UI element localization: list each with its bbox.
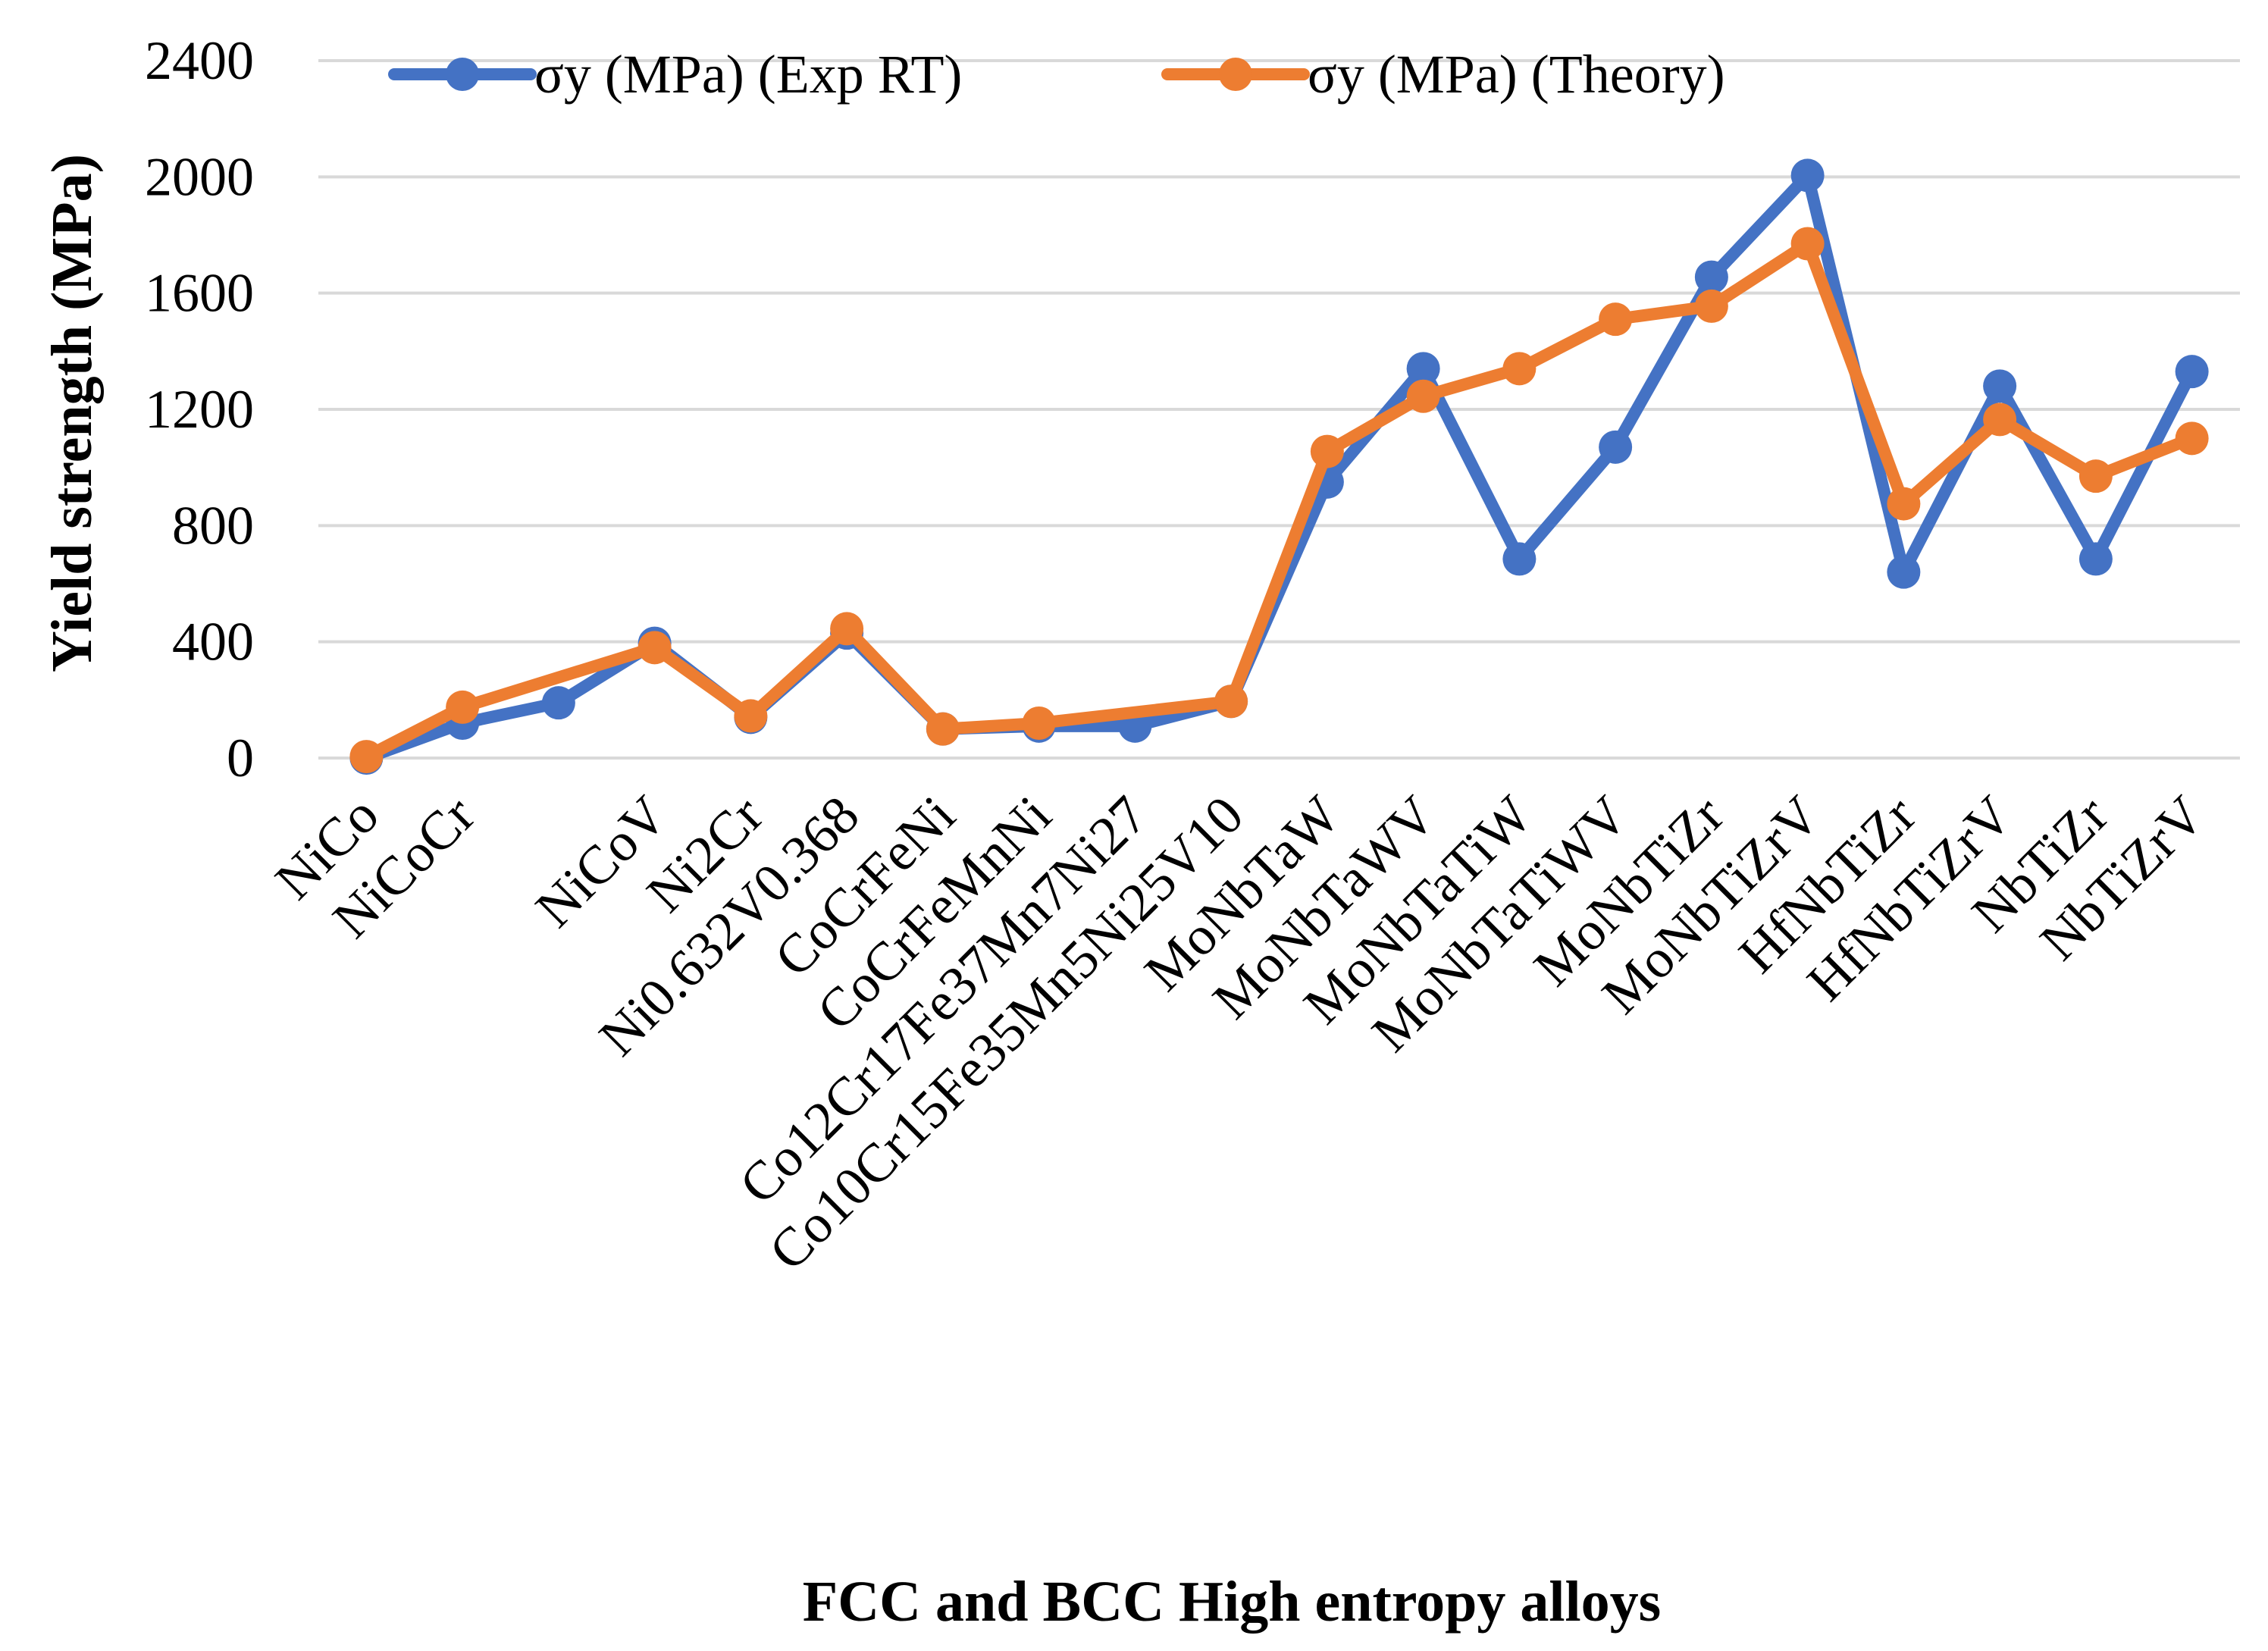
y-tick-label: 2000 xyxy=(145,146,254,207)
data-point xyxy=(1983,369,2017,403)
data-point xyxy=(830,612,864,646)
x-axis-title: FCC and BCC High entropy alloys xyxy=(803,1570,1661,1634)
data-point xyxy=(1310,434,1344,468)
y-tick-label: 1200 xyxy=(145,379,254,440)
legend-item: σy (MPa) (Theory) xyxy=(1161,44,1725,105)
data-point xyxy=(2175,421,2209,456)
data-point xyxy=(1599,302,1633,337)
data-point xyxy=(1214,685,1248,719)
data-point xyxy=(1983,403,2017,437)
series-layer xyxy=(349,158,2209,775)
y-axis-ticks: 0 400 800 1200 1600 2000 2400 xyxy=(145,30,254,788)
data-point xyxy=(1887,487,1921,521)
legend: σy (MPa) (Exp RT) σy (MPa) (Theory) xyxy=(388,44,1725,105)
y-axis-title: Yield strength (MPa) xyxy=(40,154,104,672)
data-point xyxy=(2078,542,2113,576)
data-point xyxy=(1694,260,1728,294)
data-point xyxy=(1502,542,1537,576)
series-theory xyxy=(349,227,2209,774)
legend-swatch-marker xyxy=(1219,58,1252,91)
y-tick-label: 1600 xyxy=(145,263,254,324)
legend-swatch-marker xyxy=(446,58,479,91)
data-point xyxy=(637,631,672,665)
data-point xyxy=(1694,289,1728,323)
data-point xyxy=(1790,227,1825,261)
data-point xyxy=(1406,379,1440,413)
data-point xyxy=(349,740,384,774)
y-tick-label: 400 xyxy=(172,612,254,672)
data-point xyxy=(2175,355,2209,389)
data-point xyxy=(1790,158,1825,193)
data-point xyxy=(1406,352,1440,386)
series-exp-rt xyxy=(349,158,2209,775)
data-point xyxy=(446,690,480,724)
legend-label: σy (MPa) (Exp RT) xyxy=(534,44,962,105)
gridlines xyxy=(318,59,2240,760)
data-point xyxy=(926,712,960,746)
data-point xyxy=(1887,555,1921,589)
y-tick-label: 800 xyxy=(172,495,254,556)
data-point xyxy=(1599,430,1633,464)
series-line xyxy=(360,169,2198,764)
legend-label: σy (MPa) (Theory) xyxy=(1308,44,1725,105)
legend-item: σy (MPa) (Exp RT) xyxy=(388,44,962,105)
y-tick-label: 0 xyxy=(227,728,254,788)
data-point xyxy=(1022,706,1056,740)
data-point xyxy=(1502,352,1537,386)
data-point xyxy=(541,686,575,720)
series-line xyxy=(360,237,2198,763)
data-point xyxy=(734,699,768,733)
y-tick-label: 2400 xyxy=(145,30,254,91)
data-point xyxy=(2078,459,2113,493)
